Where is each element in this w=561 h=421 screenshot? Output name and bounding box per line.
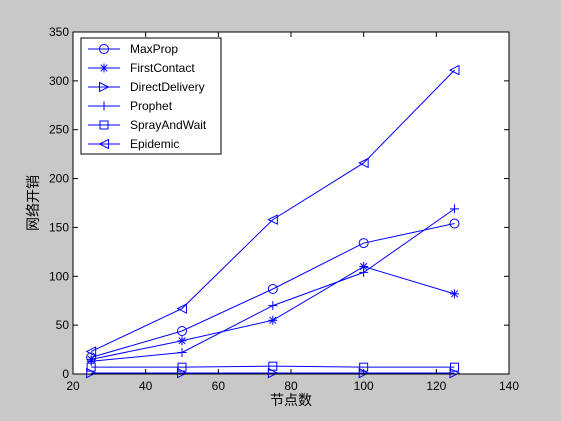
legend-item: MaxProp	[88, 42, 178, 56]
legend-item: DirectDelivery	[88, 80, 205, 94]
x-tick-label: 100	[354, 379, 374, 393]
y-tick-label: 350	[49, 25, 69, 39]
series-layer	[85, 64, 461, 379]
data-point	[448, 64, 460, 76]
data-point	[359, 262, 369, 272]
data-point	[177, 362, 187, 372]
legend-marker	[98, 138, 109, 150]
x-tick-label: 60	[212, 379, 226, 393]
y-tick-label: 0	[62, 367, 69, 381]
data-point	[267, 214, 278, 225]
legend-label: FirstContact	[130, 61, 195, 75]
series-line	[90, 69, 455, 352]
legend-label: DirectDelivery	[130, 80, 205, 94]
x-axis-ticks: 20 40 60 80 100 120 140	[66, 32, 519, 393]
y-tick-label: 300	[49, 74, 69, 88]
x-tick-label: 120	[426, 379, 446, 393]
data-point	[267, 283, 278, 294]
y-tick-label: 50	[56, 318, 70, 332]
y-axis-label: 网络开销	[25, 175, 41, 231]
legend-item: FirstContact	[88, 61, 195, 75]
x-axis-label: 节点数	[270, 392, 312, 408]
data-point	[358, 238, 369, 249]
data-point	[268, 301, 278, 311]
data-point	[86, 356, 96, 366]
data-point	[268, 315, 278, 325]
data-point	[359, 267, 369, 277]
y-tick-label: 250	[49, 123, 69, 137]
series-Prophet	[86, 204, 459, 366]
data-point	[177, 326, 187, 337]
legend-marker	[99, 44, 109, 54]
data-point	[268, 361, 278, 371]
legend-label: Prophet	[130, 99, 173, 113]
data-point	[86, 362, 96, 372]
legend-item: Prophet	[88, 99, 173, 113]
y-axis-ticks: 0 50 100 150 200 250 300 350	[49, 25, 509, 381]
legend-marker	[99, 120, 109, 130]
legend-marker	[99, 101, 109, 111]
data-point	[177, 336, 187, 346]
data-point	[358, 157, 369, 169]
legend-item: Epidemic	[88, 137, 179, 151]
legend: MaxProp FirstContact DirectDelivery Prophet…	[80, 37, 222, 155]
series-SprayAndWait	[86, 361, 459, 372]
x-tick-label: 20	[66, 379, 80, 393]
legend-marker	[99, 81, 110, 93]
y-tick-label: 200	[49, 172, 69, 186]
legend-label: Epidemic	[130, 137, 179, 151]
data-point	[450, 362, 459, 372]
x-tick-label: 40	[139, 379, 153, 393]
series-Epidemic	[85, 64, 460, 357]
data-point	[450, 204, 459, 214]
legend-item: SprayAndWait	[88, 118, 207, 132]
data-point	[176, 303, 187, 314]
series-line	[91, 223, 455, 358]
legend-marker	[99, 63, 109, 73]
data-point	[450, 289, 459, 299]
legend-box	[80, 37, 222, 155]
x-tick-label: 80	[284, 379, 298, 393]
y-tick-label: 100	[49, 269, 69, 283]
x-tick-label: 140	[499, 379, 519, 393]
y-tick-label: 150	[49, 220, 69, 234]
series-line	[91, 365, 455, 368]
legend-label: MaxProp	[130, 42, 178, 56]
data-point	[449, 218, 460, 229]
legend-label: SprayAndWait	[130, 118, 207, 132]
data-point	[177, 348, 187, 358]
data-point	[267, 367, 279, 379]
data-point	[85, 346, 97, 357]
